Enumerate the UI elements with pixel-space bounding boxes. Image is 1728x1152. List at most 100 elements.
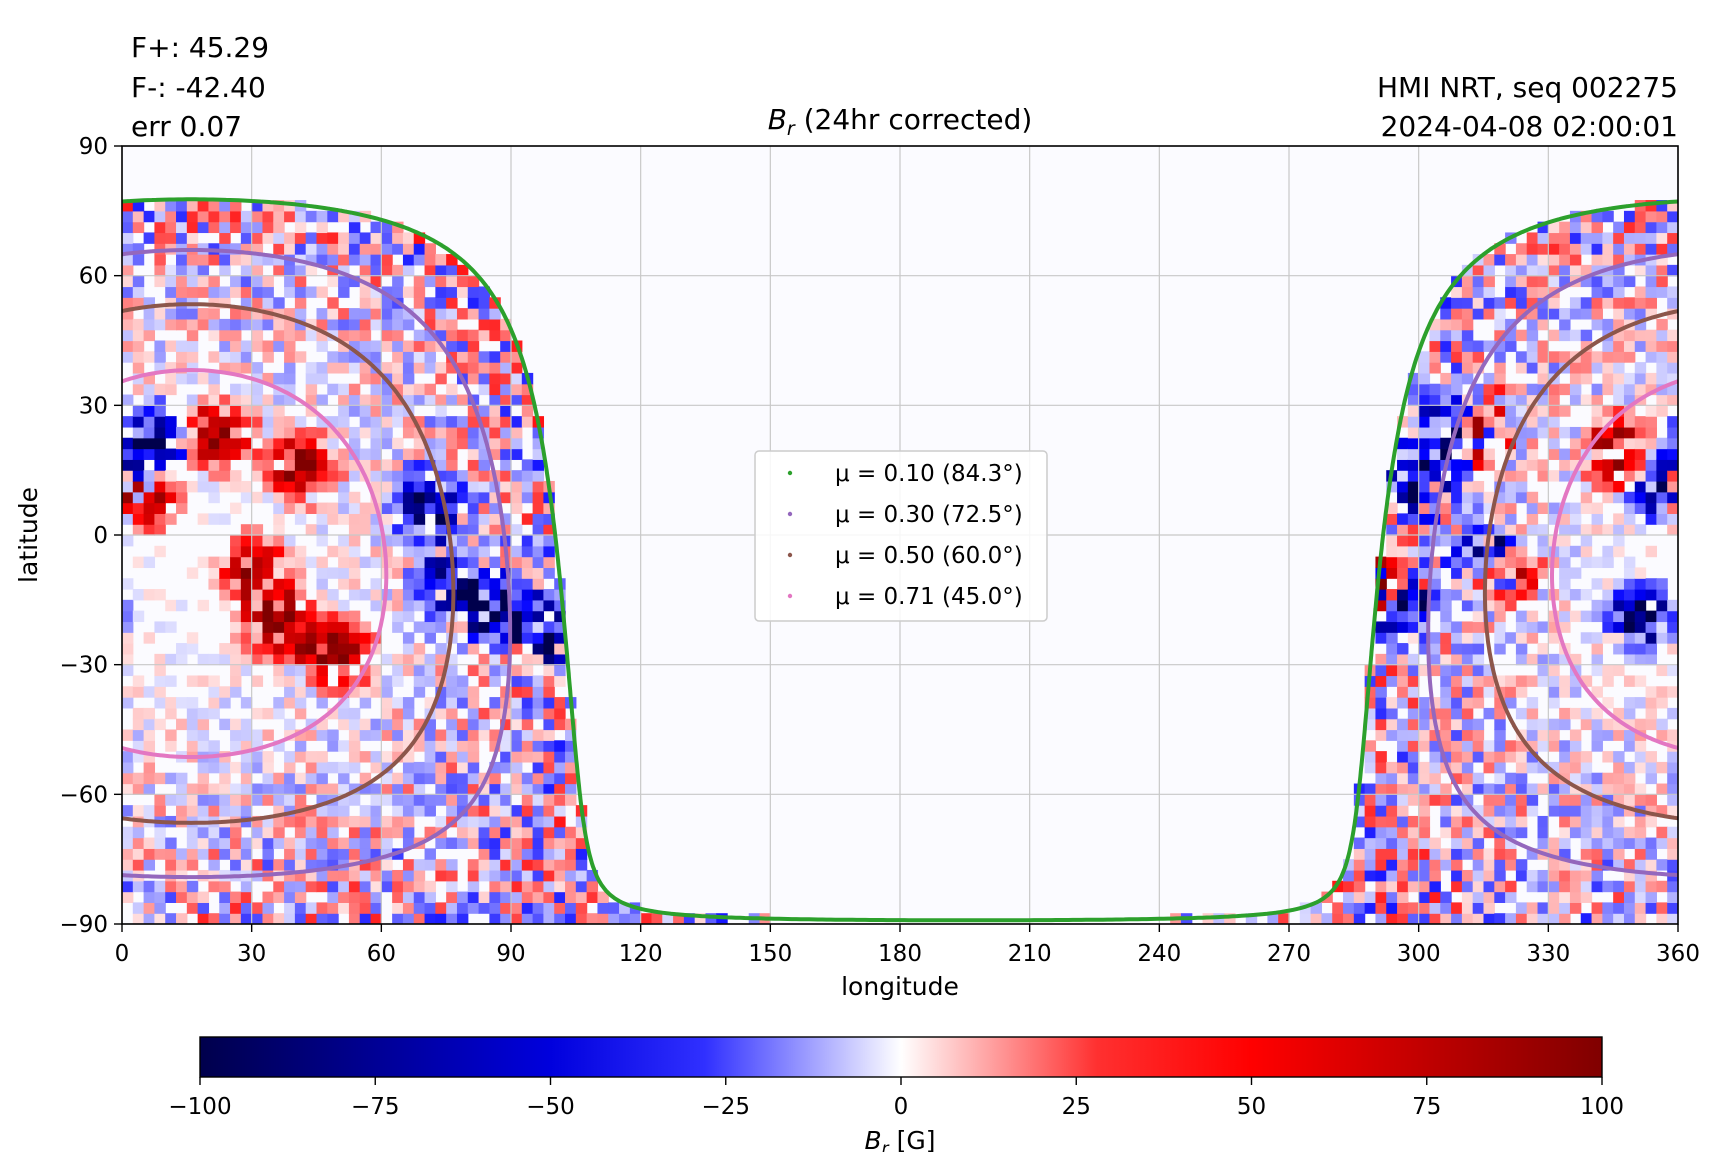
field-cell [1667,329,1678,342]
field-cell [1591,772,1603,785]
field-cell [1537,426,1549,439]
field-cell [1569,891,1582,903]
field-cell [122,394,134,406]
field-cell [467,308,480,320]
field-cell [359,405,372,417]
field-cell [392,891,404,903]
field-cell [316,859,328,871]
field-cell [284,697,296,709]
field-cell [467,632,480,644]
field-cell [1418,383,1431,396]
field-cell [197,372,210,385]
field-cell [532,578,545,590]
field-cell [1418,837,1431,849]
field-cell [316,848,328,860]
field-cell [1440,815,1452,828]
field-cell [1472,513,1485,525]
field-cell [359,826,372,839]
field-cell [1559,707,1571,720]
field-cell [413,783,426,795]
field-cell [197,675,210,687]
field-cell [511,351,523,363]
field-cell [1483,372,1495,385]
field-cell [1526,394,1539,406]
field-cell [370,783,382,795]
field-cell [262,902,274,914]
field-cell [1440,848,1452,860]
field-cell [1526,308,1539,320]
field-cell [219,405,231,417]
field-cell [478,610,490,623]
field-cell [359,286,372,298]
field-cell [316,729,328,741]
field-cell [489,556,501,569]
field-cell [305,686,318,698]
field-cell [435,254,447,266]
field-cell [1353,859,1366,871]
field-cell [1667,848,1678,860]
field-cell [284,437,296,450]
field-cell [359,891,372,903]
field-cell [1407,675,1420,687]
field-cell [1667,751,1678,763]
field-cell [1634,589,1647,601]
field-cell [1613,480,1625,493]
field-cell [284,567,296,579]
field-cell [532,740,545,752]
field-cell [122,848,134,860]
field-cell [1310,902,1323,914]
field-cell [500,448,512,460]
colorbar-label: Br [G] [865,1126,936,1152]
field-cell [370,589,382,601]
field-cell [381,459,393,471]
field-cell [186,783,199,795]
field-cell [165,470,177,482]
field-cell [1548,772,1560,785]
field-cell [1537,902,1549,914]
field-cell [1494,567,1506,579]
field-cell [1429,729,1441,741]
field-cell [1364,707,1377,720]
field-cell [197,448,210,460]
field-cell [381,783,393,795]
field-cell [132,340,145,352]
field-cell [521,653,534,666]
field-cell [402,459,415,471]
field-cell [424,383,436,396]
field-cell [273,664,285,677]
field-cell [370,426,382,439]
field-cell [327,653,339,666]
field-cell [1591,578,1603,590]
field-cell [338,664,350,677]
field-cell [1483,416,1495,428]
field-cell [1645,340,1657,352]
field-cell [1451,772,1463,785]
field-cell [1634,416,1647,428]
field-cell [1645,470,1657,482]
field-cell [500,416,512,428]
field-cell [500,718,512,731]
field-cell [305,632,318,644]
field-cell [500,437,512,450]
field-cell [424,675,436,687]
field-cell [500,480,512,493]
field-cell [1451,751,1463,763]
field-cell [381,426,393,439]
field-cell [489,308,501,320]
field-cell [424,297,436,309]
field-cell [1613,416,1625,428]
field-cell [1515,632,1528,644]
field-cell [1548,697,1560,709]
field-cell [424,254,436,266]
field-cell [1537,502,1549,514]
field-cell [284,783,296,795]
field-cell [402,729,415,741]
field-cell [294,480,307,493]
field-cell [543,751,555,763]
field-cell [1429,502,1441,514]
field-cell [1418,610,1431,623]
field-cell [305,729,318,741]
field-cell [511,470,523,482]
colorbar-tick-label: 100 [1580,1094,1624,1120]
field-cell [1602,815,1614,828]
